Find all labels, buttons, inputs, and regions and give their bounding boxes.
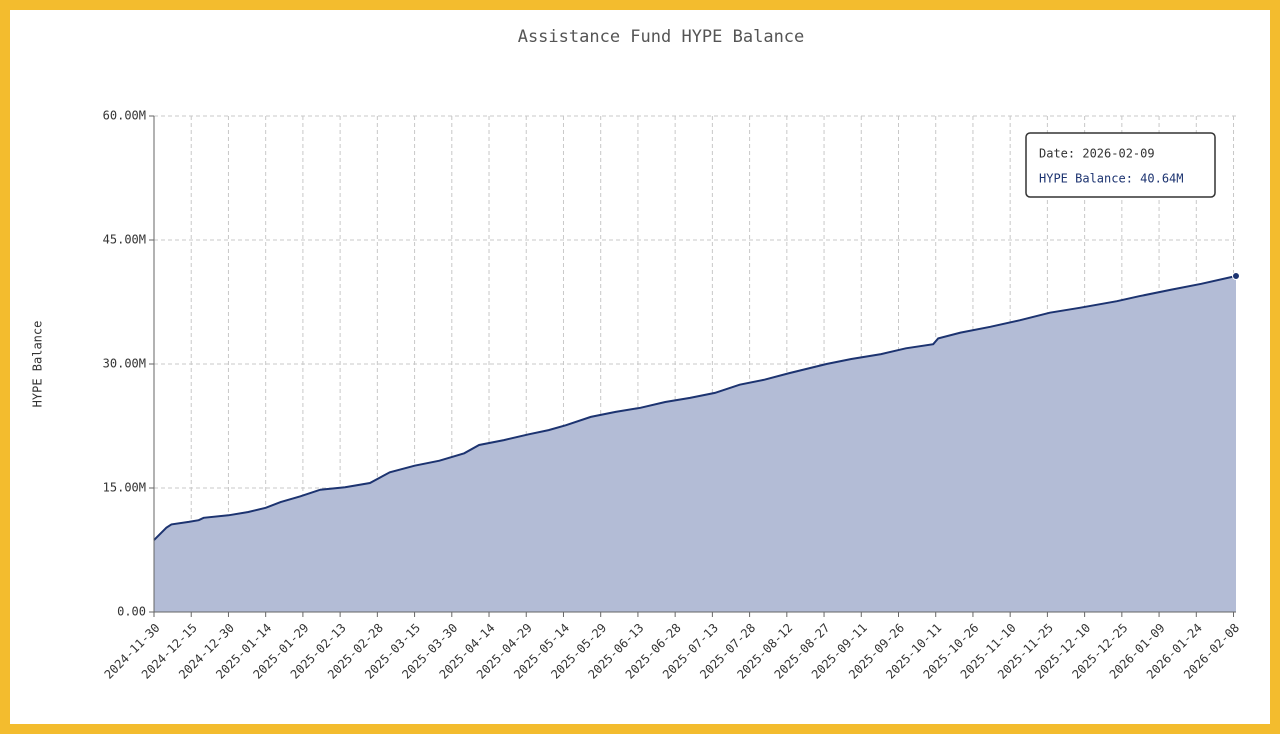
y-tick-label: 15.00M [103, 481, 146, 495]
chart-title: Assistance Fund HYPE Balance [518, 27, 805, 47]
y-tick-label: 45.00M [103, 233, 146, 247]
area [154, 276, 1236, 612]
highlight-point [1232, 272, 1240, 281]
y-tick-label: 0.00 [117, 605, 146, 619]
y-tick-label: 30.00M [103, 357, 146, 371]
tooltip-date: Date: 2026-02-09 [1039, 147, 1155, 161]
y-axis-title: HYPE Balance [31, 321, 45, 408]
tooltip-value: HYPE Balance: 40.64M [1039, 172, 1184, 186]
plot: 0.0015.00M30.00M45.00M60.00M2024-11-3020… [102, 109, 1243, 682]
line [153, 275, 1237, 541]
y-tick-label: 60.00M [103, 109, 146, 123]
tooltip-box [1025, 132, 1216, 198]
